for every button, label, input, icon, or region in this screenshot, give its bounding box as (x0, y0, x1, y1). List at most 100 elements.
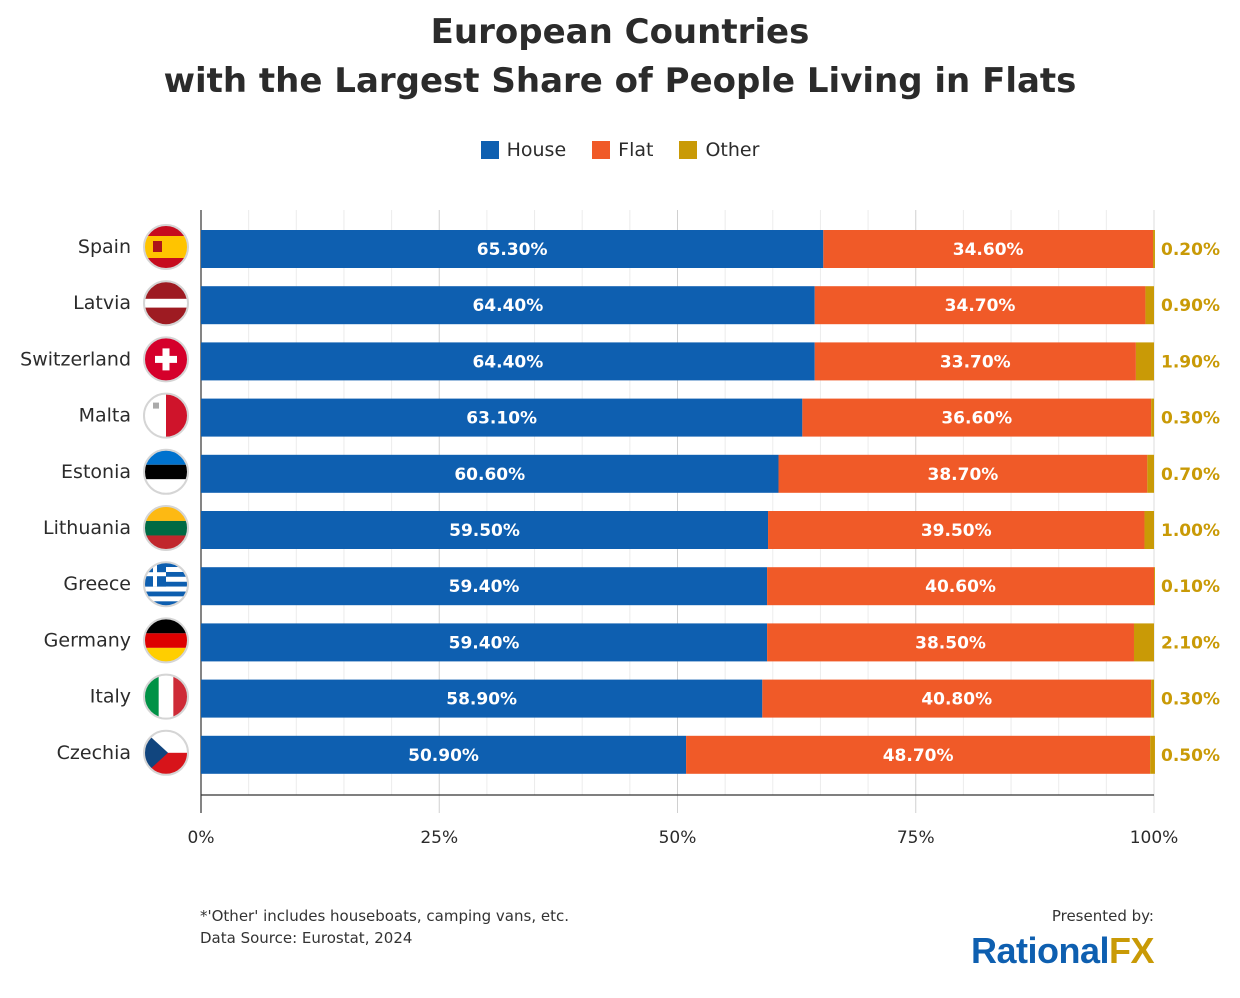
category-label: Switzerland (20, 348, 131, 370)
bar-row-spain: Spain 65.30% 34.60% 0.20% (78, 224, 1220, 270)
bar-segment-house (201, 230, 824, 268)
data-label-flat: 38.70% (928, 465, 999, 485)
bar-segment-other (1153, 230, 1155, 268)
bar-segment-other (1151, 679, 1154, 718)
flag-fill (144, 562, 188, 607)
data-label-other: 0.50% (1161, 746, 1220, 766)
legend-item-house: House (480, 139, 567, 161)
data-source: Data Source: Eurostat, 2024 (200, 929, 413, 947)
malta-flag (143, 392, 189, 439)
data-label-other: 1.90% (1161, 352, 1220, 372)
greece-flag (143, 561, 189, 608)
flag-stripe (144, 633, 188, 648)
switzerland-flag (143, 336, 189, 383)
legend-swatch (480, 141, 499, 159)
bar-segment-other (1133, 623, 1154, 662)
lithuania-flag (143, 505, 189, 551)
data-label-flat: 39.50% (921, 521, 992, 541)
bar-segment-flat (814, 342, 1136, 381)
bar-segment-house (201, 511, 769, 549)
bar-row-switzerland: Switzerland 64.40% 33.70% 1.90% (20, 336, 1220, 383)
data-label-flat: 40.80% (921, 690, 992, 710)
flag-cross (155, 355, 177, 363)
category-label: Germany (44, 629, 131, 651)
data-label-house: 59.40% (449, 577, 520, 597)
chart-subtitle: with the Largest Share of People Living … (163, 61, 1077, 101)
legend-item-other: Other (679, 139, 759, 161)
x-tick-label: 25% (420, 828, 458, 848)
data-label-house: 59.50% (449, 521, 520, 541)
bar-segment-house (201, 286, 815, 325)
legend-item-flat: Flat (592, 139, 653, 161)
flag-border (143, 673, 189, 720)
bar-segment-house (201, 567, 768, 606)
legend-label: House (506, 139, 567, 161)
data-label-other: 0.10% (1161, 577, 1220, 597)
bar-segment-house (201, 679, 763, 718)
data-label-other: 2.10% (1161, 633, 1220, 653)
flag-border (143, 448, 189, 495)
bar-segment-other (1145, 286, 1154, 325)
bar-row-malta: Malta 63.10% 36.60% 0.30% (79, 392, 1220, 439)
data-label-other: 0.30% (1161, 409, 1220, 429)
flag-coat-of-arms (153, 241, 162, 252)
flag-border (143, 224, 189, 270)
data-label-house: 60.60% (454, 465, 525, 485)
bar-segment-flat (767, 567, 1154, 606)
flag-fill (144, 449, 188, 494)
bar-segment-other (1144, 511, 1154, 549)
x-tick-label: 0% (188, 828, 215, 848)
chart-title: European Countries (430, 12, 810, 52)
flag-fill (144, 281, 188, 326)
bar-segment-other (1154, 567, 1155, 606)
data-label-other: 0.70% (1161, 465, 1220, 485)
x-tick-label: 50% (659, 828, 697, 848)
category-label: Italy (90, 686, 131, 708)
flag-border (143, 505, 189, 551)
legend-swatch (679, 141, 698, 159)
bar-row-italy: Italy 58.90% 40.80% 0.30% (90, 673, 1220, 720)
x-tick-label: 100% (1130, 828, 1179, 848)
bar-segment-flat (768, 511, 1145, 549)
bar-segment-other (1150, 735, 1155, 774)
data-label-flat: 33.70% (940, 352, 1011, 372)
flag-stripe (144, 520, 188, 536)
flag-stripe (144, 298, 188, 308)
data-label-flat: 48.70% (883, 746, 954, 766)
bar-segment-house (201, 623, 768, 662)
data-label-house: 58.90% (446, 690, 517, 710)
data-label-flat: 34.60% (953, 240, 1024, 260)
data-label-house: 59.40% (449, 633, 520, 653)
bar-row-estonia: Estonia 60.60% 38.70% 0.70% (61, 448, 1220, 495)
rationalfx-logo: RationalFX (970, 930, 1155, 971)
flag-stripe (144, 596, 188, 602)
italy-flag (143, 673, 189, 720)
bar-segment-flat (778, 454, 1148, 493)
bar-segment-house (201, 398, 803, 437)
flag-george-cross (153, 402, 159, 409)
estonia-flag (143, 448, 189, 495)
flag-border (143, 280, 189, 327)
category-label: Lithuania (43, 517, 131, 539)
bar-segment-other (1151, 398, 1154, 437)
data-label-flat: 38.50% (915, 633, 986, 653)
bar-segment-flat (767, 623, 1134, 662)
flag-stripe (144, 464, 188, 480)
presented-by: Presented by: (1051, 907, 1154, 925)
bar-segment-flat (686, 735, 1151, 774)
germany-flag (143, 617, 189, 664)
flag-stripe (166, 393, 188, 438)
category-label: Greece (63, 573, 131, 595)
legend-label: Flat (618, 139, 654, 161)
data-label-house: 50.90% (408, 746, 479, 766)
flag-border (143, 561, 189, 608)
bar-row-latvia: Latvia 64.40% 34.70% 0.90% (73, 280, 1220, 327)
bar-segment-house (201, 735, 687, 774)
flag-fill (144, 730, 188, 775)
data-label-house: 64.40% (472, 352, 543, 372)
category-label: Spain (78, 236, 131, 258)
data-label-other: 0.90% (1161, 296, 1220, 316)
data-label-other: 1.00% (1161, 521, 1220, 541)
